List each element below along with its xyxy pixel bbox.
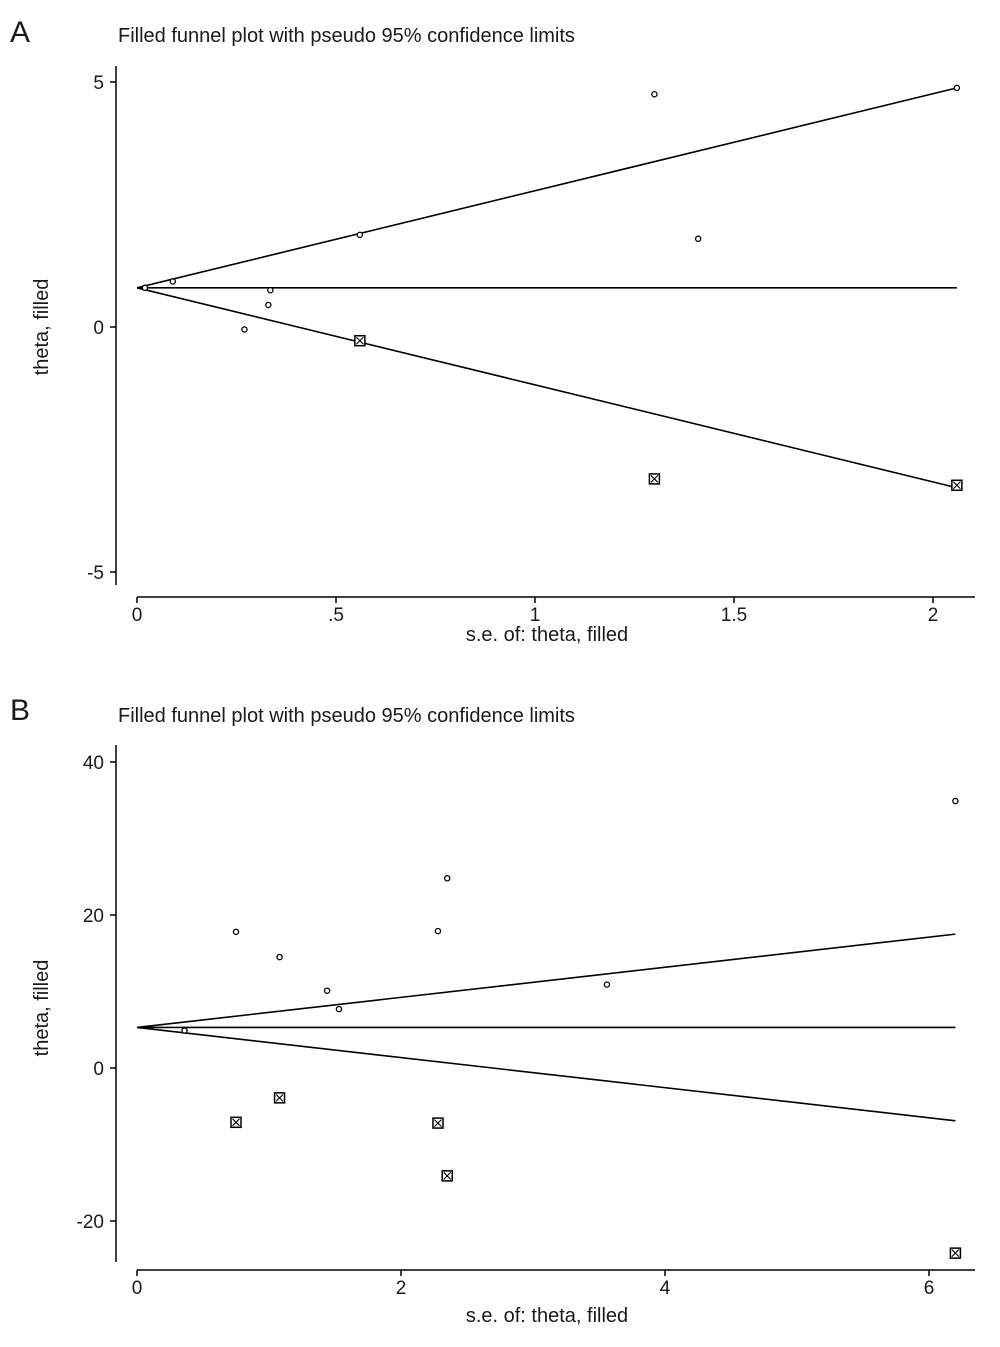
upper-confidence-limit-line [136, 933, 956, 1029]
axes: 0 2 4 6 40 20 0 -20 [77, 745, 975, 1299]
x-tick-label: .5 [328, 605, 344, 626]
observed-study-point [434, 927, 442, 935]
confidence-limit-lines [136, 933, 956, 1122]
y-tick-label: -20 [77, 1212, 104, 1233]
filled-study-marker [432, 1117, 444, 1129]
panel-letter: A [10, 16, 30, 49]
chart-title: Filled funnel plot with pseudo 95% confi… [118, 705, 575, 727]
filled-study-marker [230, 1116, 242, 1129]
y-tick-label: 5 [93, 73, 104, 94]
observed-study-point [651, 91, 658, 98]
observed-study-point [265, 301, 272, 309]
filled-study-marker [951, 479, 963, 492]
x-tick-label: 1.5 [721, 605, 747, 626]
chart-title: Filled funnel plot with pseudo 95% confi… [118, 25, 575, 47]
panel-letter: B [10, 694, 30, 727]
observed-study-point [267, 286, 274, 294]
filled-study-marker [273, 1092, 286, 1104]
observed-study-point [241, 326, 248, 333]
data-points [141, 84, 963, 492]
observed-study-point [232, 928, 240, 936]
x-tick-label: 1 [530, 605, 541, 626]
observed-study-point [181, 1027, 188, 1034]
funnel-plot-panel-a: A Filled funnel plot with pseudo 95% con… [10, 16, 975, 646]
observed-study-point [141, 284, 149, 292]
observed-study-point [603, 981, 611, 988]
observed-study-point [323, 987, 331, 994]
x-axis-title: s.e. of: theta, filled [466, 624, 628, 646]
funnel-plot-panel-b: B Filled funnel plot with pseudo 95% con… [10, 694, 975, 1327]
x-tick-label: 4 [660, 1278, 671, 1299]
observed-study-point [443, 875, 451, 882]
y-axis-title: theta, filled [31, 960, 53, 1057]
lower-confidence-limit-line [136, 287, 958, 489]
observed-study-point [953, 84, 961, 92]
y-axis-title: theta, filled [31, 279, 53, 376]
observed-study-point [356, 231, 364, 239]
observed-study-point [952, 797, 959, 805]
y-tick-label: 20 [83, 906, 104, 927]
x-tick-label: 2 [928, 605, 939, 626]
filled-study-marker [354, 334, 366, 347]
data-points [181, 797, 962, 1259]
lower-confidence-limit-line [136, 1026, 956, 1122]
filled-study-marker [441, 1170, 453, 1182]
x-tick-label: 0 [132, 1278, 143, 1299]
observed-study-point [276, 953, 283, 961]
upper-confidence-limit-line [136, 87, 958, 289]
y-tick-label: -5 [87, 563, 104, 584]
y-tick-label: 40 [83, 753, 104, 774]
x-tick-label: 2 [396, 1278, 407, 1299]
observed-study-point [335, 1005, 343, 1013]
observed-study-point [169, 278, 177, 285]
y-tick-label: 0 [93, 318, 104, 339]
x-tick-label: 0 [132, 605, 143, 626]
filled-study-marker [648, 473, 661, 485]
y-tick-label: 0 [93, 1059, 104, 1080]
observed-study-point [694, 235, 702, 243]
x-tick-label: 6 [924, 1278, 935, 1299]
confidence-limit-lines [136, 87, 958, 489]
axes: 0 .5 1 1.5 2 5 0 -5 [87, 66, 975, 626]
filled-study-marker [949, 1247, 962, 1259]
x-axis-title: s.e. of: theta, filled [466, 1305, 628, 1327]
